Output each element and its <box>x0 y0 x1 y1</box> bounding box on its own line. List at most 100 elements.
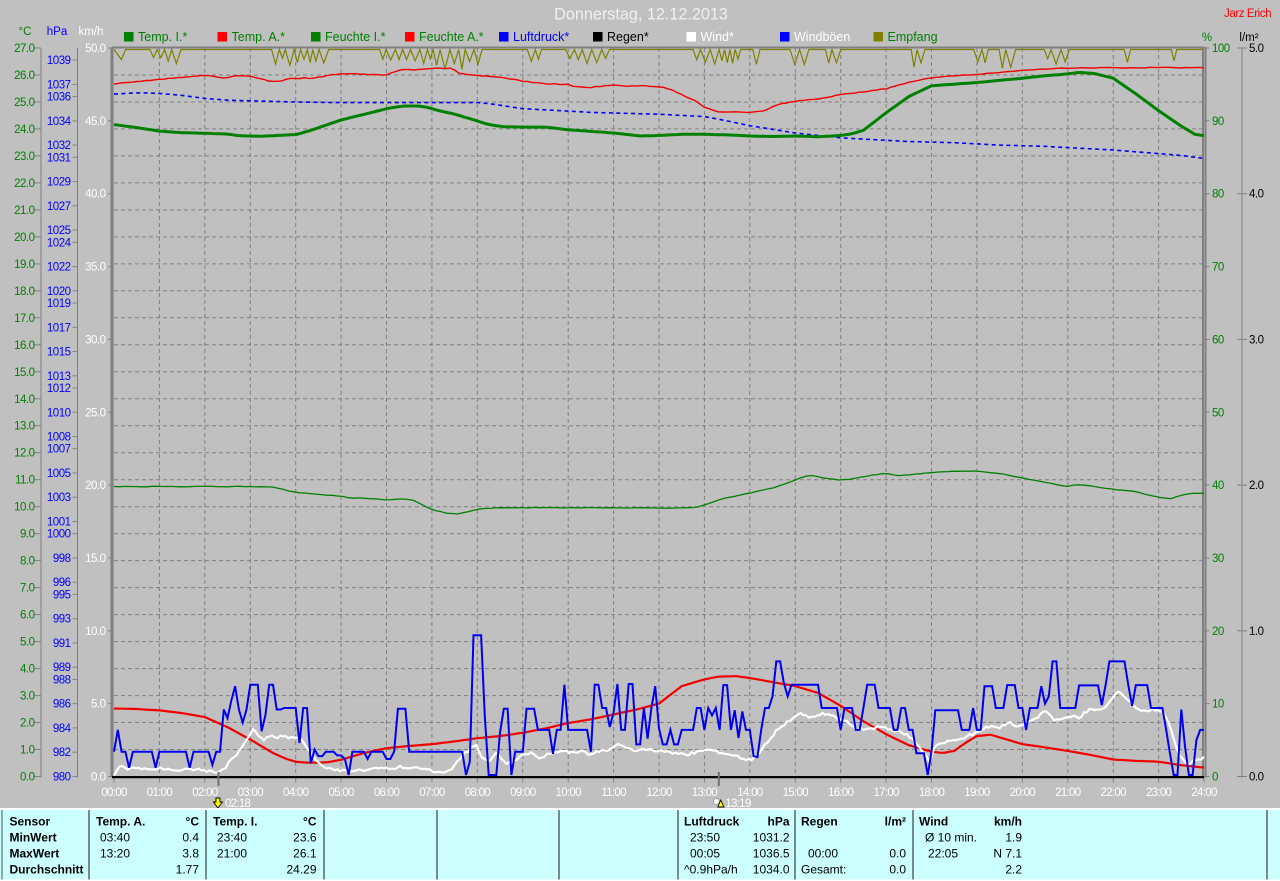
svg-text:3.0: 3.0 <box>20 691 35 703</box>
svg-text:07:00: 07:00 <box>419 787 445 799</box>
svg-text:35.0: 35.0 <box>85 262 105 274</box>
svg-text:00:00: 00:00 <box>101 787 127 799</box>
svg-text:19:00: 19:00 <box>964 787 990 799</box>
svg-text:Feuchte I.*: Feuchte I.* <box>325 30 386 44</box>
svg-text:40.0: 40.0 <box>85 189 105 201</box>
svg-text:45.0: 45.0 <box>85 116 105 128</box>
svg-text:0: 0 <box>1212 772 1218 784</box>
svg-text:1008: 1008 <box>47 432 71 444</box>
svg-text:l/m²: l/m² <box>885 815 906 829</box>
svg-text:23.0: 23.0 <box>14 151 34 163</box>
svg-text:02:18: 02:18 <box>225 798 251 810</box>
svg-text:991: 991 <box>53 638 71 650</box>
svg-text:1031.2: 1031.2 <box>753 831 790 845</box>
svg-text:24.0: 24.0 <box>14 124 34 136</box>
svg-text:Durchschnitt: Durchschnitt <box>10 863 84 877</box>
svg-text:80: 80 <box>1212 189 1224 201</box>
svg-text:2.2: 2.2 <box>1005 863 1022 877</box>
svg-text:MinWert: MinWert <box>10 831 57 845</box>
svg-text:Empfang: Empfang <box>888 30 938 44</box>
svg-text:0.0: 0.0 <box>889 847 906 861</box>
svg-text:1031: 1031 <box>47 152 71 164</box>
svg-text:22:00: 22:00 <box>1101 787 1127 799</box>
svg-text:Wind: Wind <box>919 815 948 829</box>
svg-text:11.0: 11.0 <box>15 475 35 487</box>
svg-text:15:00: 15:00 <box>783 787 809 799</box>
svg-text:26.0: 26.0 <box>14 70 34 82</box>
svg-text:26.1: 26.1 <box>293 847 317 861</box>
svg-text:01:00: 01:00 <box>147 787 173 799</box>
svg-text:23:50: 23:50 <box>690 831 720 845</box>
svg-text:18:00: 18:00 <box>919 787 945 799</box>
svg-text:25.0: 25.0 <box>85 407 105 419</box>
svg-text:30: 30 <box>1212 553 1224 565</box>
svg-text:1022: 1022 <box>47 262 71 274</box>
svg-text:996: 996 <box>53 577 71 589</box>
svg-text:23:40: 23:40 <box>217 831 247 845</box>
svg-text:1025: 1025 <box>47 225 71 237</box>
svg-text:21:00: 21:00 <box>217 847 247 861</box>
svg-text:8.0: 8.0 <box>20 556 35 568</box>
svg-text:0.0: 0.0 <box>20 772 35 784</box>
svg-text:984: 984 <box>53 723 72 735</box>
svg-text:23.6: 23.6 <box>293 831 317 845</box>
svg-text:986: 986 <box>53 699 71 711</box>
svg-text:15.0: 15.0 <box>85 553 105 565</box>
svg-text:22:05: 22:05 <box>928 847 958 861</box>
svg-text:989: 989 <box>53 662 71 674</box>
svg-text:°C: °C <box>303 815 317 829</box>
svg-text:1017: 1017 <box>47 322 71 334</box>
svg-text:03:00: 03:00 <box>238 787 264 799</box>
svg-text:l/m²: l/m² <box>1239 32 1258 44</box>
svg-text:9.0: 9.0 <box>20 529 35 541</box>
svg-text:90: 90 <box>1212 116 1224 128</box>
svg-text:Donnerstag, 12.12.2013: Donnerstag, 12.12.2013 <box>554 6 728 24</box>
svg-text:1.0: 1.0 <box>1249 626 1264 638</box>
svg-text:12:00: 12:00 <box>646 787 672 799</box>
svg-text:19.0: 19.0 <box>14 259 34 271</box>
svg-text:0.0: 0.0 <box>1249 772 1264 784</box>
svg-text:Temp. I.*: Temp. I.* <box>138 30 187 44</box>
svg-text:03:40: 03:40 <box>100 831 130 845</box>
svg-text:5.0: 5.0 <box>91 699 106 711</box>
svg-text:7.0: 7.0 <box>20 583 35 595</box>
svg-text:4.0: 4.0 <box>1249 189 1264 201</box>
svg-text:04:00: 04:00 <box>283 787 309 799</box>
svg-text:1000: 1000 <box>47 529 71 541</box>
svg-text:Ø 10 min.: Ø 10 min. <box>925 831 977 845</box>
svg-text:70: 70 <box>1212 262 1224 274</box>
svg-text:1.77: 1.77 <box>176 863 200 877</box>
svg-text:1020: 1020 <box>47 286 71 298</box>
svg-text:°C: °C <box>186 815 200 829</box>
svg-text:Sensor: Sensor <box>10 815 51 829</box>
svg-text:km/h: km/h <box>79 26 104 38</box>
svg-text:1037: 1037 <box>47 79 71 91</box>
svg-text:1034.0: 1034.0 <box>753 863 790 877</box>
svg-text:00:05: 00:05 <box>690 847 720 861</box>
svg-text:14.0: 14.0 <box>14 394 34 406</box>
svg-text:21.0: 21.0 <box>14 205 34 217</box>
svg-text:%: % <box>1202 32 1212 44</box>
svg-text:Jarz Erich: Jarz Erich <box>1224 8 1271 20</box>
svg-text:1019: 1019 <box>47 298 71 310</box>
svg-text:°C: °C <box>19 26 32 38</box>
svg-text:3.0: 3.0 <box>1249 334 1264 346</box>
svg-text:15.0: 15.0 <box>14 367 34 379</box>
svg-text:^0.9hPa/h: ^0.9hPa/h <box>684 863 738 877</box>
svg-text:1015: 1015 <box>47 347 71 359</box>
svg-text:2.0: 2.0 <box>20 718 35 730</box>
svg-text:18.0: 18.0 <box>14 286 34 298</box>
svg-text:1007: 1007 <box>47 444 71 456</box>
svg-text:1029: 1029 <box>47 177 71 189</box>
svg-text:Temp. I.: Temp. I. <box>213 815 257 829</box>
svg-text:20.0: 20.0 <box>85 480 105 492</box>
svg-text:05:00: 05:00 <box>328 787 354 799</box>
svg-text:10.0: 10.0 <box>14 502 34 514</box>
svg-text:13:00: 13:00 <box>692 787 718 799</box>
svg-text:2.0: 2.0 <box>1249 480 1264 492</box>
svg-text:Luftdruck*: Luftdruck* <box>513 30 569 44</box>
svg-text:Temp. A.*: Temp. A.* <box>232 30 286 44</box>
svg-text:1005: 1005 <box>47 468 71 480</box>
svg-text:982: 982 <box>53 747 71 759</box>
svg-text:00:00: 00:00 <box>808 847 838 861</box>
